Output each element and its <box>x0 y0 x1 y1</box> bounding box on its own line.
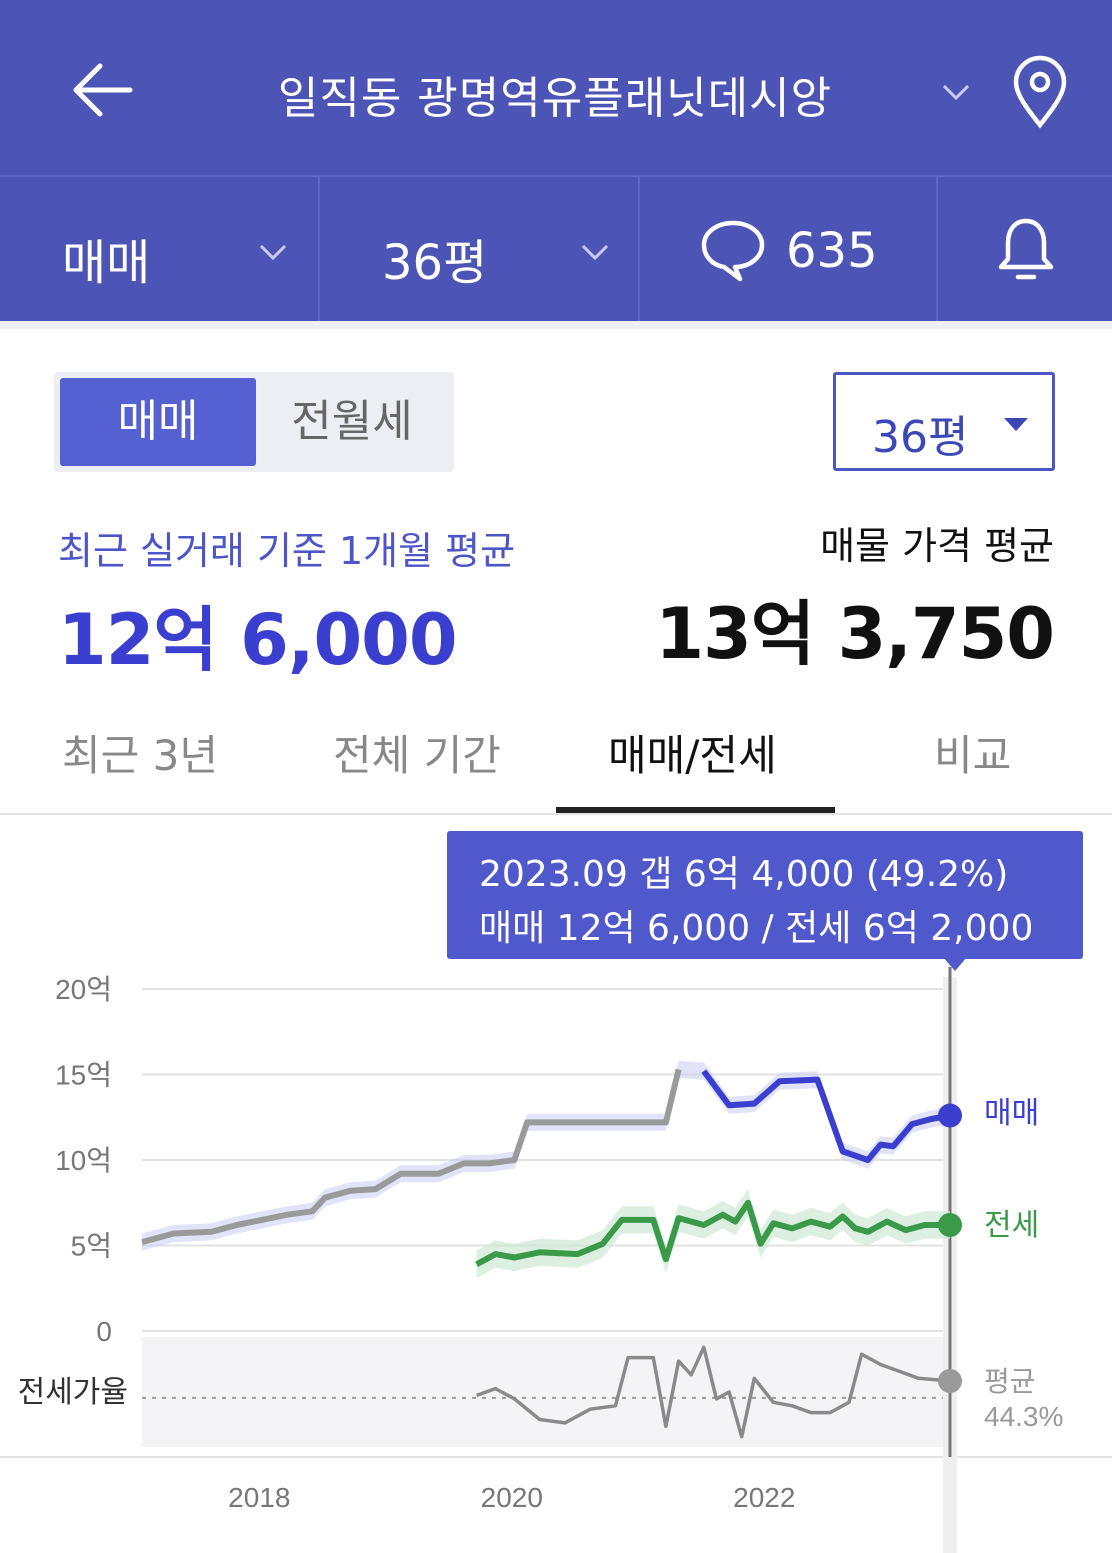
ratio-marker <box>938 1369 962 1393</box>
jeonse-line <box>475 1199 950 1267</box>
filter-bar: 매매 36평 635 <box>0 175 1112 321</box>
chevron-down-icon <box>259 244 287 261</box>
trade-toggle: 매매 전월세 <box>54 372 454 472</box>
sale-marker <box>938 1103 962 1128</box>
recent-average-value: 12억 6,000 <box>58 599 458 681</box>
sale-range-band <box>142 1060 950 1251</box>
average-ratio-label: 평균 <box>984 1366 1036 1397</box>
size-dropdown[interactable]: 36평 <box>833 372 1055 471</box>
tab-all-period[interactable]: 전체 기간 <box>333 731 501 780</box>
app-header: 일직동 광명역유플래닛데시앙 <box>0 0 1112 175</box>
comment-count: 635 <box>786 223 878 279</box>
tab-recent-3-years[interactable]: 최근 3년 <box>62 731 218 780</box>
arrow-left-icon[interactable] <box>68 58 136 122</box>
x-tick-label: 2022 <box>733 1482 795 1513</box>
x-tick-label: 2020 <box>481 1482 543 1513</box>
y-tick-label: 5억 <box>71 1231 112 1262</box>
legend-label-sale: 매매 <box>984 1097 1039 1130</box>
caret-down-icon <box>1004 418 1028 431</box>
notification-button[interactable] <box>938 177 1112 321</box>
tab-compare[interactable]: 비교 <box>934 731 1012 780</box>
tooltip-pointer <box>943 957 967 971</box>
average-ratio-value: 44.3% <box>984 1401 1063 1432</box>
sale-history-line <box>141 1068 682 1245</box>
rent-toggle-button[interactable]: 전월세 <box>291 396 413 447</box>
y-tick-label: 20억 <box>55 974 112 1005</box>
bell-icon <box>998 218 1054 280</box>
tooltip-prices: 매매 12억 6,000 / 전세 6억 2,000 <box>479 908 1034 949</box>
price-chart-svg: 20억 15억 10억 5억 0 2018 2020 2022 매매 전세 평균 44.3%… <box>0 967 1112 1553</box>
period-tabs: 최근 3년 전체 기간 매매/전세 비교 <box>0 700 1112 815</box>
y-tick-label: 10억 <box>55 1145 112 1176</box>
recent-average-label: 최근 실거래 기준 1개월 평균 <box>58 529 516 573</box>
active-tab-indicator <box>556 807 835 813</box>
price-chart[interactable]: 20억 15억 10억 5억 0 2018 2020 2022 매매 전세 평균 44.3%… <box>0 817 1112 1553</box>
ratio-axis-label: 전세가율 <box>18 1376 128 1409</box>
section-divider <box>0 321 1112 329</box>
tab-sale-jeonse[interactable]: 매매/전세 <box>608 731 777 780</box>
tooltip-gap: 2023.09 갭 6억 4,000 (49.2%) <box>479 854 1009 895</box>
chevron-down-icon <box>581 244 609 261</box>
y-tick-label: 15억 <box>55 1060 112 1091</box>
page-title[interactable]: 일직동 광명역유플래닛데시앙 <box>277 73 833 124</box>
x-tick-label: 2018 <box>228 1482 290 1513</box>
trade-type-selector[interactable]: 매매 <box>0 177 320 321</box>
jeonse-range-band <box>476 1189 950 1278</box>
jeonse-ratio-line <box>476 1345 951 1439</box>
sale-line <box>701 1069 951 1163</box>
listing-average-value: 13억 3,750 <box>655 593 1055 675</box>
y-tick-label: 0 <box>96 1316 112 1347</box>
size-label: 36평 <box>382 235 488 291</box>
listing-average-label: 매물 가격 평균 <box>820 524 1054 568</box>
map-pin-icon[interactable] <box>1010 55 1070 130</box>
chart-tooltip: 2023.09 갭 6억 4,000 (49.2%) 매매 12억 6,000 … <box>447 831 1083 971</box>
sale-toggle-button[interactable]: 매매 <box>60 378 256 466</box>
size-dropdown-label: 36평 <box>872 412 969 463</box>
chevron-down-icon[interactable] <box>938 78 974 104</box>
ratio-band-bg <box>142 1337 950 1447</box>
size-selector[interactable]: 36평 <box>320 177 640 321</box>
speech-bubble-icon <box>701 220 765 282</box>
legend-label-jeonse: 전세 <box>984 1209 1039 1242</box>
comments-button[interactable]: 635 <box>640 177 938 321</box>
trade-type-label: 매매 <box>62 235 151 291</box>
jeonse-marker <box>938 1212 962 1237</box>
